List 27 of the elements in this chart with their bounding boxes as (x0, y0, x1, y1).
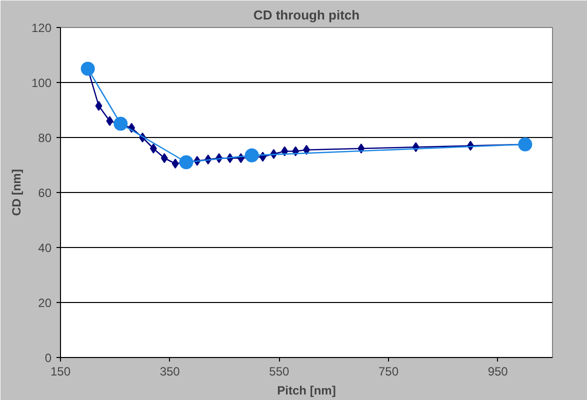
y-tick-label: 120 (31, 21, 52, 35)
x-tick-label: 750 (378, 364, 399, 378)
point (179, 155, 194, 170)
point (518, 137, 532, 152)
point (114, 116, 128, 131)
point (160, 153, 168, 164)
point (106, 116, 114, 126)
chart-title: CD through pitch (253, 8, 360, 22)
y-tick-label: 40 (38, 241, 52, 255)
point (244, 148, 259, 162)
point (358, 144, 365, 154)
point (150, 144, 157, 154)
x-axis-title: Pitch [nm] (277, 384, 336, 398)
x-tick-label: 350 (160, 364, 180, 378)
y-tick-label: 0 (44, 351, 52, 365)
y-axis-title: CD [nm] (9, 169, 24, 216)
y-tick-label: 100 (31, 76, 52, 90)
point (80, 62, 95, 76)
y-tick-label: 80 (38, 131, 52, 145)
y-tick-label: 60 (38, 186, 52, 200)
x-tick-label: 550 (269, 364, 290, 378)
point (95, 100, 102, 111)
x-tick-label: 950 (488, 364, 508, 378)
x-tick-label: 150 (50, 364, 71, 378)
point (281, 146, 288, 156)
y-tick-label: 20 (38, 296, 52, 310)
point (172, 158, 179, 169)
